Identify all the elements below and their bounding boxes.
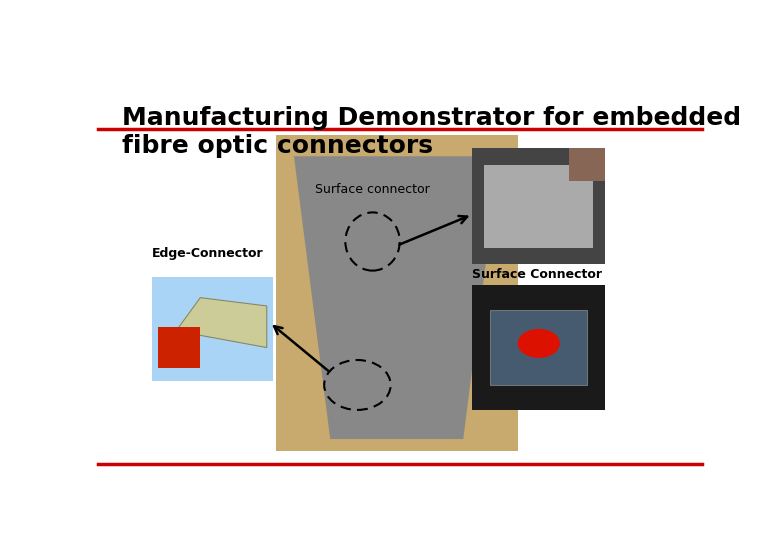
Bar <box>569 148 605 181</box>
Circle shape <box>518 329 560 358</box>
Text: Surface Connector: Surface Connector <box>473 268 602 281</box>
Bar <box>473 285 605 410</box>
Text: Edge-Connector: Edge-Connector <box>152 247 264 260</box>
Polygon shape <box>176 298 267 348</box>
Bar <box>158 327 200 368</box>
Bar <box>484 165 594 248</box>
Bar <box>491 310 587 385</box>
Bar <box>276 136 518 451</box>
Polygon shape <box>294 156 499 439</box>
Bar <box>152 277 273 381</box>
Text: Surface connector: Surface connector <box>315 183 430 196</box>
Bar <box>473 148 605 265</box>
Text: Manufacturing Demonstrator for embedded
fibre optic connectors: Manufacturing Demonstrator for embedded … <box>122 106 741 158</box>
